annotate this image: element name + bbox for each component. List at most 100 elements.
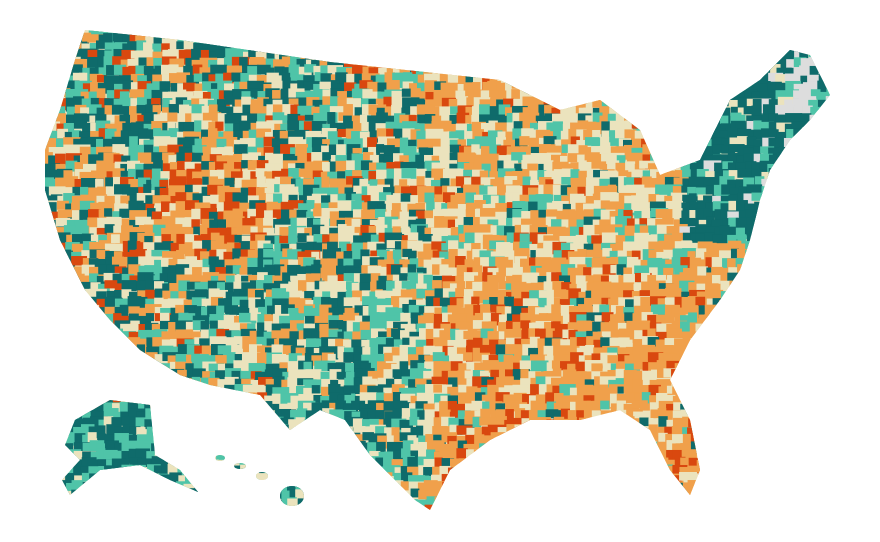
county [727,32,739,49]
county [696,363,708,376]
county [495,115,510,127]
county [169,283,179,295]
county [360,160,373,171]
county [631,242,643,253]
county [45,186,53,198]
county [600,400,610,410]
county [592,99,609,111]
county [690,385,709,396]
county [45,227,52,244]
county [215,121,224,131]
county [623,273,638,283]
county [648,83,660,96]
county [504,176,518,185]
county [760,250,776,262]
county [760,266,771,277]
county [288,33,301,43]
county [754,371,771,389]
county [88,91,102,102]
county [224,123,235,138]
county [795,16,806,28]
county [519,136,530,146]
county [199,386,209,400]
county [824,72,830,82]
county [647,328,656,338]
county [714,209,724,227]
county [633,98,647,117]
county [154,403,166,417]
county [578,74,592,87]
county [223,57,235,73]
county [111,370,125,389]
county [496,272,506,283]
county [106,387,123,403]
county [224,146,233,163]
county [624,171,637,182]
county [282,104,294,117]
county [95,258,108,270]
county [735,378,752,390]
county [618,105,630,114]
county [737,403,754,420]
county [543,83,560,99]
county [152,81,166,93]
county [143,154,155,170]
county [672,129,682,141]
county [818,290,830,305]
county [674,296,685,313]
county [743,257,754,276]
county [639,225,652,240]
county [705,171,722,181]
county [696,72,709,82]
county [399,259,411,275]
county [402,121,417,131]
county [311,43,329,60]
county [753,313,767,323]
county [119,353,134,367]
county [177,394,191,403]
county [818,18,830,27]
county [121,225,133,241]
county [705,283,719,295]
county [769,30,787,40]
county [786,153,802,170]
county [119,147,130,161]
county [754,280,765,289]
county [121,49,135,61]
county [706,298,718,310]
county [271,323,282,334]
county [688,193,697,203]
county [273,18,289,29]
county [623,241,635,253]
county [767,219,784,229]
county [457,35,468,48]
county [785,234,799,244]
county [545,35,558,50]
county [504,328,521,340]
county [90,313,102,329]
county [625,235,637,246]
county [328,298,339,314]
county [714,40,733,50]
county [449,43,461,53]
county [698,219,713,229]
county [104,224,115,234]
county [199,67,211,77]
county [391,264,403,280]
county [64,337,83,350]
county [824,168,830,183]
county [130,113,142,129]
county [63,225,76,240]
county [482,299,495,309]
county [65,320,75,331]
county [696,283,709,295]
county [775,283,784,293]
county [720,115,729,125]
county [154,259,166,269]
county [223,314,237,326]
county [632,83,645,101]
county [745,33,759,49]
county [45,353,54,362]
county [145,195,160,206]
